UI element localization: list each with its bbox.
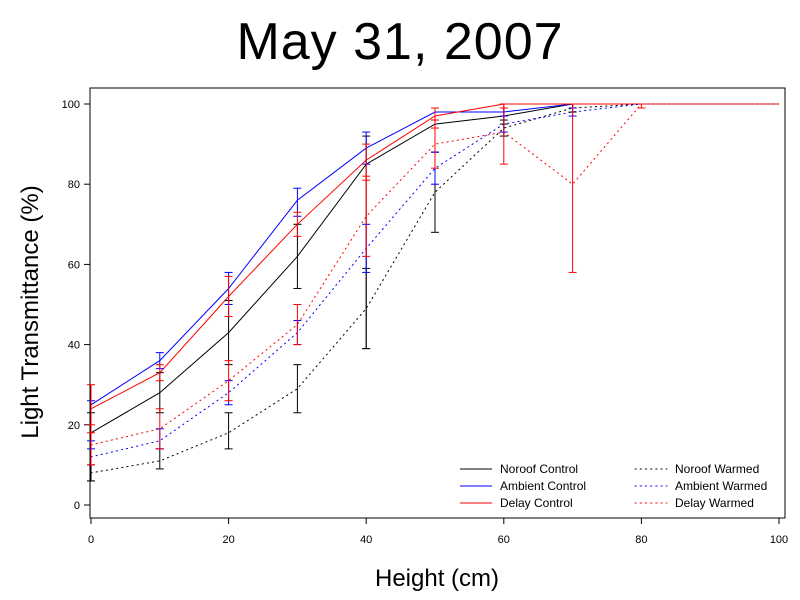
y-tick-label: 20	[68, 420, 80, 432]
y-tick-label: 0	[74, 500, 80, 512]
y-tick-label: 60	[68, 259, 80, 271]
y-tick-label: 80	[68, 179, 80, 191]
y-axis-label: Light Transmittance (%)	[17, 185, 44, 438]
chart-title: May 31, 2007	[236, 13, 564, 71]
x-tick-label: 60	[498, 534, 510, 546]
legend-label-ambient-warmed: Ambient Warmed	[675, 479, 767, 493]
x-tick-label: 20	[222, 534, 234, 546]
x-tick-label: 80	[635, 534, 647, 546]
legend: Noroof Control Ambient Control Delay Contr…	[460, 462, 767, 510]
y-tick-label: 40	[68, 340, 80, 352]
legend-label-ambient-control: Ambient Control	[500, 479, 586, 493]
x-tick-label: 40	[360, 534, 372, 546]
plot-frame	[89, 87, 786, 519]
x-tick-label: 0	[88, 534, 94, 546]
x-tick-label: 100	[770, 534, 788, 546]
legend-label-delay-warmed: Delay Warmed	[675, 496, 754, 510]
x-axis-label: Height (cm)	[375, 565, 499, 592]
legend-label-noroof-warmed: Noroof Warmed	[675, 462, 759, 476]
legend-label-delay-control: Delay Control	[500, 496, 573, 510]
y-tick-label: 100	[62, 99, 80, 111]
y-axis-ticks: 0 20 40 60 80 100	[62, 99, 90, 512]
series-line-noroof-warmed	[90, 103, 780, 474]
legend-label-noroof-control: Noroof Control	[500, 462, 578, 476]
errorbar-layer	[87, 103, 646, 482]
x-axis-ticks: 0 20 40 60 80 100	[88, 518, 788, 546]
